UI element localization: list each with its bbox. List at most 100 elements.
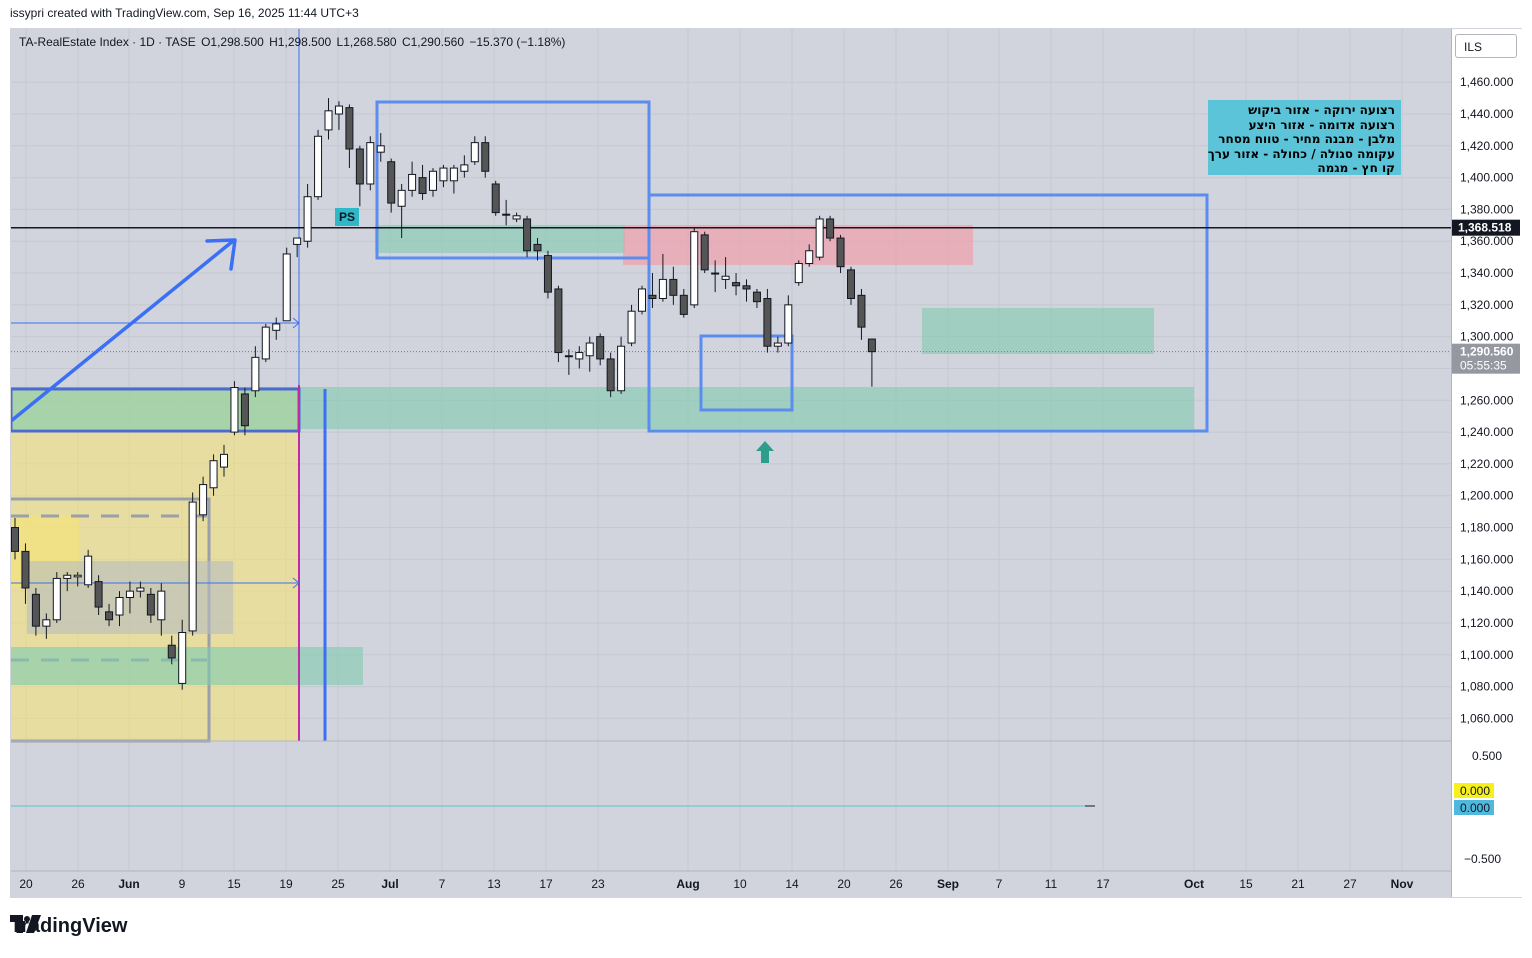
candle — [42, 613, 51, 639]
candle — [408, 161, 417, 197]
candle — [679, 288, 688, 318]
candle-body — [355, 148, 364, 185]
candle-body — [512, 215, 521, 220]
candle-body — [303, 196, 312, 242]
price-tick-label: 1,300.000 — [1460, 330, 1514, 344]
candle-body — [763, 297, 772, 347]
candle — [345, 104, 354, 169]
candles — [11, 98, 876, 690]
candle — [585, 336, 594, 372]
candle-body — [523, 218, 532, 252]
time-axis-label: 26 — [889, 877, 903, 891]
candle — [251, 346, 260, 398]
time-axis-label: 13 — [487, 877, 501, 891]
time-axis-label: 14 — [785, 877, 799, 891]
candle — [752, 288, 761, 309]
candle-body — [157, 590, 166, 621]
legend-open: O1,298.500 — [201, 35, 264, 49]
candle — [21, 543, 30, 604]
candle — [136, 581, 145, 598]
candle-body — [679, 294, 688, 315]
candle — [115, 591, 124, 627]
candle-body — [334, 105, 343, 115]
candle — [366, 136, 375, 191]
candle-body — [658, 278, 667, 299]
candle — [732, 273, 741, 296]
candle — [31, 587, 40, 636]
price-tick-label: 1,240.000 — [1460, 425, 1514, 439]
candle — [230, 381, 239, 436]
candle — [481, 136, 490, 178]
time-axis-label: 20 — [837, 877, 851, 891]
time-axis-label: 20 — [19, 877, 33, 891]
indicator-value-cyan-badge — [1454, 800, 1494, 815]
tradingview-logo-icon — [10, 915, 41, 933]
candle-body — [230, 387, 239, 433]
candle-body — [429, 170, 437, 191]
legend-note: רצועה ירוקה - אזור ביקוש רצועה אדומה - א… — [1208, 100, 1401, 175]
candle — [575, 346, 584, 369]
time-axis-label: 25 — [331, 877, 345, 891]
key-level-label: 1,368.518 — [1458, 221, 1512, 235]
candle-body — [867, 338, 876, 353]
chart-pane[interactable]: 20 26 Jun 9 15 19 25 Jul 7 13 17 23 Aug 10 14 20 26 Sep 7 1… — [11, 29, 1451, 897]
candle-body — [721, 275, 730, 280]
time-axis-label: 19 — [279, 877, 293, 891]
candle-body — [220, 453, 228, 468]
candle-body — [564, 355, 573, 358]
last-price-label: 1,290.560 — [1460, 345, 1514, 359]
candle-body — [115, 597, 124, 616]
candle — [742, 279, 751, 302]
price-tick-label: 1,460.000 — [1460, 75, 1514, 89]
time-axis-label: 11 — [1045, 877, 1058, 891]
candle — [178, 619, 187, 690]
candle — [334, 101, 343, 130]
candle — [533, 238, 542, 261]
symbol-legend: TA-RealEstate Index · 1D · TASE O1,298.5… — [19, 35, 567, 49]
candle — [794, 260, 803, 286]
candle-body — [575, 352, 584, 360]
structure-box-july — [375, 100, 651, 260]
time-axis-label: 15 — [1239, 877, 1253, 891]
candle — [617, 336, 626, 394]
currency-button[interactable]: ILS — [1455, 34, 1517, 58]
candle — [387, 158, 396, 213]
candle — [439, 164, 448, 188]
candle — [502, 199, 511, 226]
candle-body — [178, 632, 187, 684]
legend-change: −15.370 (−1.18%) — [469, 35, 566, 49]
candle-body — [261, 326, 270, 360]
note-line-2: רצועה אדומה - אזור היצע — [1248, 117, 1395, 132]
attribution-text: issypri created with TradingView.com, Se… — [10, 6, 359, 20]
candle — [512, 212, 521, 223]
price-tick-label: 1,120.000 — [1460, 616, 1514, 630]
candle — [282, 247, 291, 322]
candle-body — [773, 342, 782, 347]
candle — [847, 266, 855, 305]
candle-body — [42, 619, 51, 627]
candle-body — [711, 272, 720, 275]
candle — [167, 635, 176, 665]
price-tick-label: 1,160.000 — [1460, 552, 1514, 566]
note-line-5: קו חץ - מגמה — [1317, 161, 1395, 175]
time-axis-label: 27 — [1343, 877, 1357, 891]
trend-arrow-head — [205, 238, 237, 271]
time-axis-label: 7 — [996, 877, 1003, 891]
candle-body — [784, 304, 793, 344]
candle-body — [617, 345, 626, 392]
indicator-value-cyan: 0.000 — [1460, 801, 1490, 815]
candle — [397, 183, 406, 239]
candle-body — [815, 218, 824, 258]
candle — [638, 285, 646, 315]
candle-body — [272, 323, 281, 331]
candle — [220, 444, 228, 477]
candle — [470, 136, 479, 165]
demand-zone-main — [11, 387, 1194, 429]
candle-body — [847, 269, 855, 299]
candle — [690, 228, 699, 309]
candle-body — [554, 288, 563, 354]
candle — [199, 476, 208, 522]
price-axis[interactable]: 1,460.000 1,440.000 1,420.000 1,400.000 1,38… — [1451, 29, 1522, 897]
time-axis-label: 7 — [439, 877, 446, 891]
candle-body — [146, 593, 155, 616]
